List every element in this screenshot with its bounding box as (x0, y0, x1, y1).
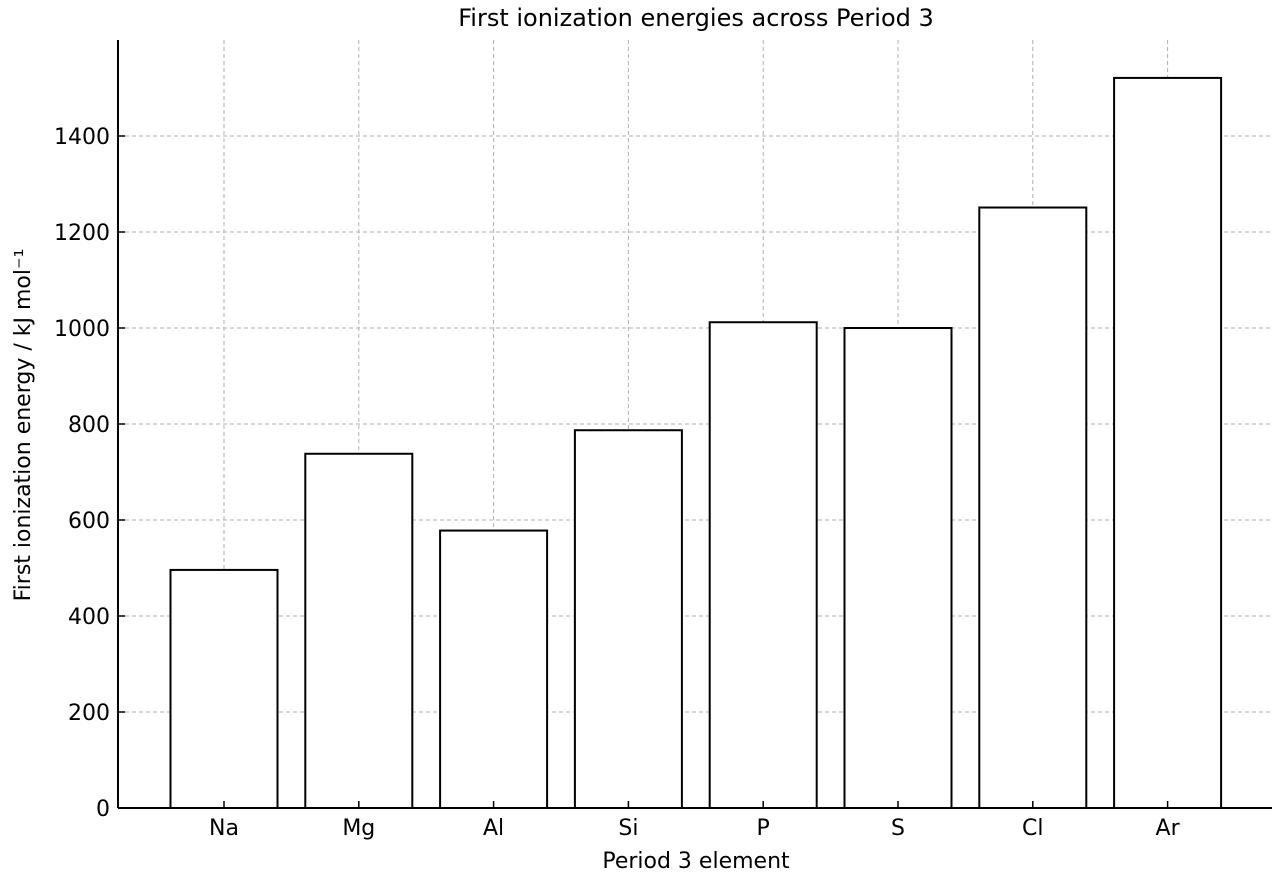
bar-mg (304, 452, 414, 809)
y-tick-label: 800 (68, 413, 110, 438)
x-tick-label: Mg (342, 816, 375, 841)
x-tick-label: Na (209, 816, 239, 841)
bar-na (169, 568, 279, 809)
y-tick-label: 0 (96, 797, 110, 822)
y-tick-label: 600 (68, 509, 110, 534)
bar-cl (978, 206, 1088, 809)
y-axis-label: First ionization energy / kJ mol⁻¹ (11, 249, 36, 602)
y-tick-label: 400 (68, 605, 110, 630)
y-tick-label: 1400 (54, 125, 110, 150)
bar-al (439, 529, 549, 809)
chart-title: First ionization energies across Period … (458, 4, 934, 32)
ticks: 0 200 400 600 800 1000 1200 1400 Na Mg Al Si P S Cl Ar (54, 125, 1181, 841)
y-tick-label: 200 (68, 701, 110, 726)
y-tick-label: 1200 (54, 221, 110, 246)
x-tick-label: Ar (1156, 816, 1181, 841)
x-tick-label: S (891, 816, 905, 841)
grid (118, 40, 1272, 809)
x-tick-label: P (757, 816, 770, 841)
x-axis-label: Period 3 element (602, 849, 790, 874)
bar-s (843, 327, 953, 809)
x-tick-label: Al (483, 816, 504, 841)
bars (169, 76, 1223, 810)
y-tick-label: 1000 (54, 317, 110, 342)
bar-p (708, 321, 818, 809)
bar-ar (1113, 76, 1223, 810)
x-tick-label: Cl (1022, 816, 1043, 841)
x-tick-label: Si (618, 816, 638, 841)
bar-si (573, 429, 683, 809)
